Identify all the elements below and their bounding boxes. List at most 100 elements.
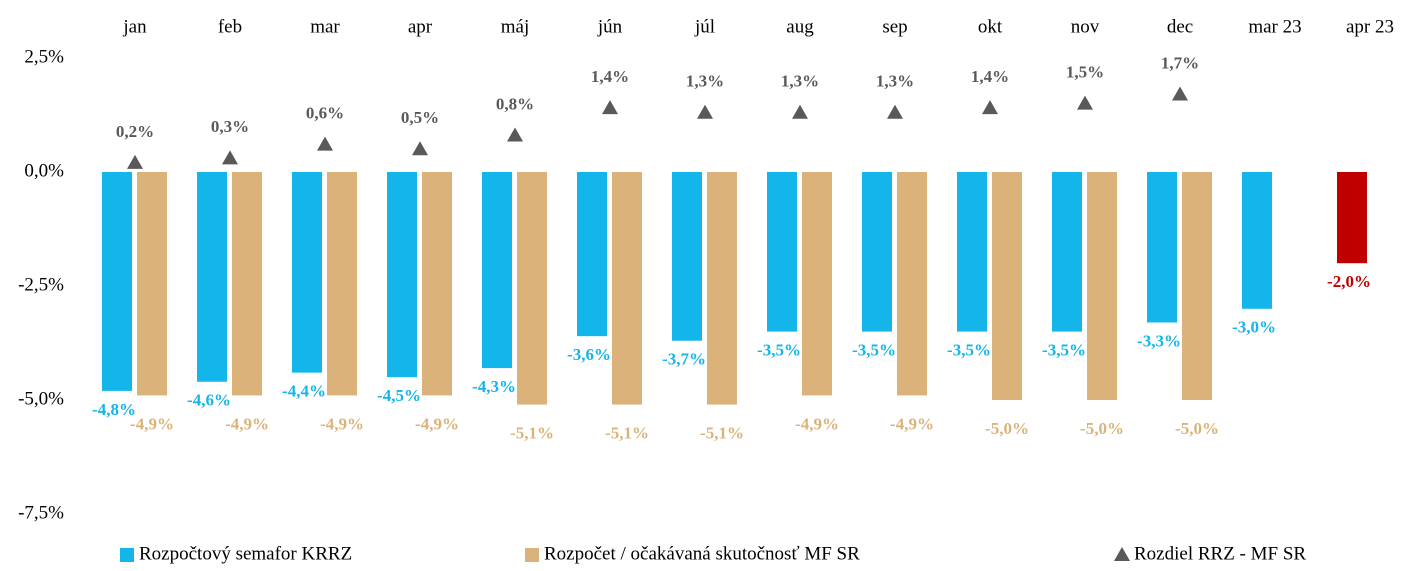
bar <box>1147 172 1177 323</box>
y-tick-label: -7,5% <box>18 502 64 523</box>
value-label: -5,1% <box>510 423 554 442</box>
value-label: 1,7% <box>1161 53 1199 72</box>
value-label: -3,5% <box>757 341 801 360</box>
marker <box>317 136 333 151</box>
legend-swatch <box>120 548 134 562</box>
x-tick-label: feb <box>218 16 242 37</box>
value-label: 1,5% <box>1066 63 1104 82</box>
value-label: 1,4% <box>591 67 629 86</box>
value-label: -4,9% <box>320 414 364 433</box>
value-label: -4,9% <box>225 414 269 433</box>
bar <box>422 172 452 396</box>
value-label: 1,3% <box>686 72 724 91</box>
bar <box>802 172 832 396</box>
value-label: -4,9% <box>890 414 934 433</box>
x-tick-label: mar <box>310 16 340 37</box>
bar <box>1337 172 1367 264</box>
x-tick-label: máj <box>501 16 530 37</box>
x-tick-label: mar 23 <box>1248 16 1301 37</box>
value-label: 1,3% <box>781 72 819 91</box>
marker <box>222 150 238 165</box>
y-tick-label: -2,5% <box>18 274 64 295</box>
value-label: -3,0% <box>1232 318 1276 337</box>
value-label: -3,5% <box>1042 341 1086 360</box>
value-label: -5,1% <box>605 423 649 442</box>
value-label: -5,0% <box>985 419 1029 438</box>
value-label: -5,0% <box>1080 419 1124 438</box>
bar <box>957 172 987 332</box>
x-tick-label: sep <box>882 16 907 37</box>
value-label: 0,6% <box>306 104 344 123</box>
x-tick-label: jan <box>122 16 147 37</box>
value-label: -4,5% <box>377 386 421 405</box>
x-tick-label: nov <box>1071 16 1100 37</box>
bar <box>992 172 1022 400</box>
value-label: 0,3% <box>211 117 249 136</box>
marker <box>602 100 618 115</box>
value-label: -4,9% <box>415 414 459 433</box>
bar <box>292 172 322 373</box>
x-tick-label: apr 23 <box>1346 16 1394 37</box>
legend-swatch <box>525 548 539 562</box>
value-label: 1,3% <box>876 72 914 91</box>
bar <box>1087 172 1117 400</box>
bar <box>707 172 737 405</box>
legend-label: Rozdiel RRZ - MF SR <box>1134 543 1306 564</box>
y-tick-label: -5,0% <box>18 388 64 409</box>
bar <box>1182 172 1212 400</box>
bar <box>482 172 512 369</box>
value-label: 1,4% <box>971 67 1009 86</box>
marker <box>792 104 808 119</box>
marker <box>412 141 428 156</box>
legend-label: Rozpočtový semafor KRRZ <box>139 543 352 564</box>
value-label: -4,4% <box>282 382 326 401</box>
x-tick-label: jún <box>597 16 623 37</box>
value-label: -3,3% <box>1137 331 1181 350</box>
x-tick-label: okt <box>978 16 1003 37</box>
value-label: -5,1% <box>700 423 744 442</box>
marker <box>887 104 903 119</box>
value-label: 0,8% <box>496 94 534 113</box>
marker <box>982 100 998 115</box>
value-label: -5,0% <box>1175 419 1219 438</box>
x-tick-label: apr <box>408 16 433 37</box>
bar <box>102 172 132 391</box>
bar <box>197 172 227 382</box>
bar <box>137 172 167 396</box>
bar <box>517 172 547 405</box>
value-label: -3,5% <box>852 341 896 360</box>
bar <box>577 172 607 337</box>
value-label: -3,7% <box>662 350 706 369</box>
bar <box>232 172 262 396</box>
bar <box>1242 172 1272 309</box>
y-tick-label: 2,5% <box>24 46 64 67</box>
bar <box>327 172 357 396</box>
marker <box>697 104 713 119</box>
value-label: -2,0% <box>1327 272 1371 291</box>
value-label: -3,6% <box>567 345 611 364</box>
bar <box>387 172 417 378</box>
x-tick-label: dec <box>1167 16 1193 37</box>
marker <box>127 154 143 169</box>
value-label: -4,9% <box>795 414 839 433</box>
legend-label: Rozpočet / očakávaná skutočnosť MF SR <box>544 543 860 564</box>
bar <box>612 172 642 405</box>
value-label: 0,5% <box>401 108 439 127</box>
bar <box>897 172 927 396</box>
bar <box>767 172 797 332</box>
bar <box>1052 172 1082 332</box>
value-label: -3,5% <box>947 341 991 360</box>
value-label: -4,3% <box>472 377 516 396</box>
value-label: -4,9% <box>130 414 174 433</box>
y-tick-label: 0,0% <box>24 160 64 181</box>
x-tick-label: júl <box>694 16 715 37</box>
marker <box>1077 95 1093 110</box>
value-label: -4,6% <box>187 391 231 410</box>
value-label: 0,2% <box>116 122 154 141</box>
bar <box>862 172 892 332</box>
value-label: -4,8% <box>92 400 136 419</box>
marker <box>1172 86 1188 101</box>
bar <box>672 172 702 341</box>
legend-swatch <box>1114 547 1130 561</box>
